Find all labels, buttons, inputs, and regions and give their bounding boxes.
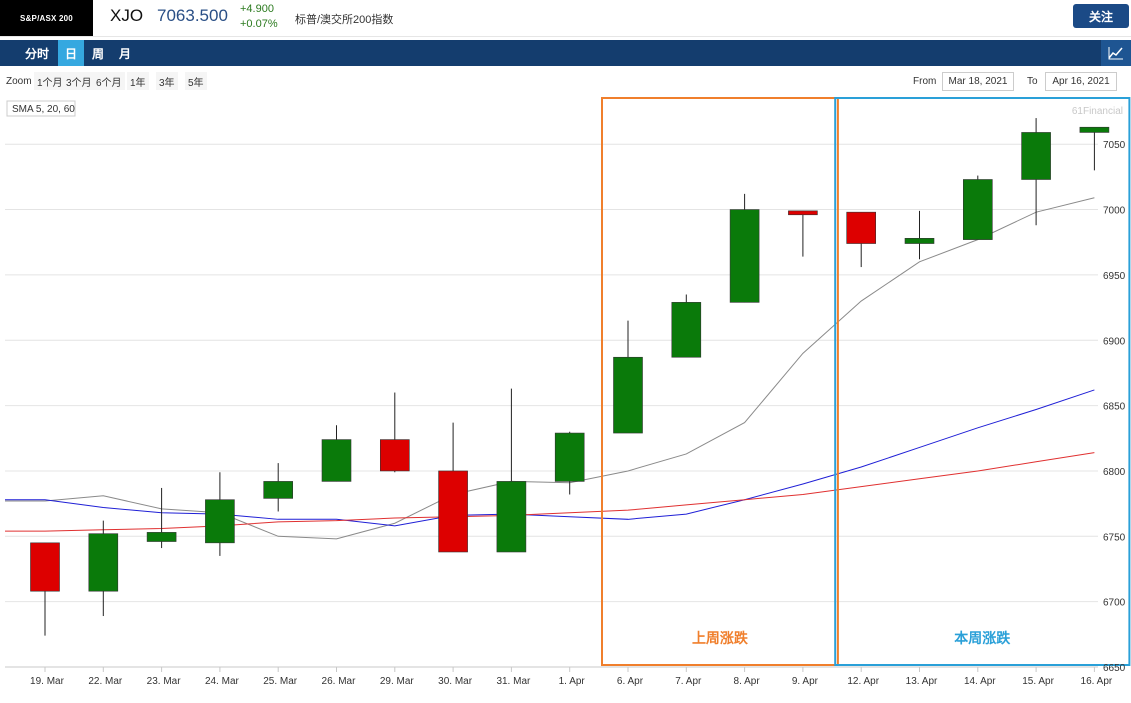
y-tick-label: 6800: [1103, 467, 1126, 478]
tab-weekly[interactable]: 周: [91, 46, 104, 61]
candle: [205, 472, 235, 556]
change-percent: +0.07%: [240, 18, 278, 30]
candle: [613, 320, 643, 434]
zoom-toolbar: Zoom 1个月 3个月 6个月 1年 3年 5年 From Mar 18, 2…: [0, 72, 1131, 92]
candle: [263, 463, 294, 512]
tab-monthly[interactable]: 月: [118, 46, 131, 61]
price-change: +4.900 +0.07%: [240, 2, 278, 32]
zoom-5y-button[interactable]: 5年: [185, 72, 207, 90]
legend-box: SMA 5, 20, 60: [6, 100, 76, 117]
zoom-1y-button[interactable]: 1年: [127, 72, 149, 90]
index-logo: S&P/ASX 200: [0, 0, 93, 36]
y-tick-label: 6950: [1103, 271, 1126, 282]
highlight-box: 上周涨跌: [601, 97, 839, 666]
candle: [496, 388, 527, 553]
gridlines: [5, 143, 1098, 668]
candle: [1021, 118, 1051, 226]
to-label: To: [1027, 76, 1038, 87]
x-tick-label: 23. Mar: [147, 676, 182, 687]
candle: [379, 392, 410, 473]
x-tick-label: 15. Apr: [1022, 676, 1054, 687]
zoom-3m-button[interactable]: 3个月: [63, 72, 95, 90]
index-name: 标普/澳交所200指数: [295, 14, 394, 26]
x-tick-label: 22. Mar: [88, 676, 123, 687]
candle: [88, 520, 119, 617]
y-tick-label: 6700: [1103, 598, 1126, 609]
candle: [671, 294, 702, 358]
from-label: From: [913, 76, 937, 87]
x-tick-label: 24. Mar: [205, 676, 240, 687]
zoom-1m-button[interactable]: 1个月: [34, 72, 66, 90]
x-tick-label: 31. Mar: [496, 676, 531, 687]
candles: [30, 118, 1110, 636]
follow-button[interactable]: 关注: [1073, 4, 1129, 28]
candle: [146, 487, 177, 549]
candle: [1079, 126, 1110, 171]
credit-label: 61Financial: [1072, 106, 1123, 117]
moving-average-lines: [5, 197, 1095, 540]
quote-header: S&P/ASX 200 XJO 7063.500 +4.900 +0.07% 标…: [0, 0, 1131, 37]
candle: [904, 210, 935, 260]
chart-line-icon: [1108, 47, 1123, 60]
candle: [788, 210, 818, 257]
x-tick-label: 14. Apr: [964, 676, 996, 687]
x-tick-label: 6. Apr: [617, 676, 644, 687]
candle: [438, 422, 468, 553]
candle: [554, 431, 585, 495]
zoom-6m-button[interactable]: 6个月: [93, 72, 125, 90]
chart-type-button[interactable]: [1101, 40, 1131, 66]
candle: [30, 542, 60, 636]
highlight-boxes: 上周涨跌 本周涨跌: [601, 97, 1131, 666]
highlight-label: 本周涨跌: [954, 630, 1011, 647]
tab-daily[interactable]: 日: [58, 40, 84, 66]
candlestick-chart: 上周涨跌 本周涨跌 6650 6700 6750 6800 6850 6900 6950 700…: [5, 97, 1131, 687]
y-tick-label: 7050: [1103, 140, 1126, 151]
x-tick-label: 26. Mar: [322, 676, 357, 687]
legend-label: SMA 5, 20, 60: [12, 104, 75, 115]
candle: [962, 175, 993, 240]
x-tick-label: 8. Apr: [734, 676, 761, 687]
x-tick-label: 16. Apr: [1081, 676, 1113, 687]
candle: [846, 211, 877, 268]
candle: [321, 425, 352, 482]
change-value: +4.900: [240, 3, 274, 15]
x-tick-label: 9. Apr: [792, 676, 819, 687]
tab-intraday[interactable]: 分时: [24, 46, 49, 61]
sma5-line: [5, 197, 1095, 540]
highlight-box: 本周涨跌: [834, 97, 1131, 666]
y-tick-label: 6850: [1103, 402, 1126, 413]
sma60-line: [5, 452, 1095, 532]
x-tick-label: 19. Mar: [30, 676, 65, 687]
x-axis: 19. Mar 22. Mar 23. Mar 24. Mar 25. Mar 26. M…: [5, 666, 1113, 687]
x-tick-label: 13. Apr: [906, 676, 938, 687]
zoom-3y-button[interactable]: 3年: [156, 72, 178, 90]
x-tick-label: 25. Mar: [263, 676, 298, 687]
from-date-input[interactable]: Mar 18, 2021: [942, 72, 1014, 91]
period-tabs: 分时 日 周 月: [0, 40, 1131, 66]
sma20-line: [5, 389, 1095, 527]
x-tick-label: 30. Mar: [438, 676, 473, 687]
x-tick-label: 12. Apr: [847, 676, 879, 687]
y-tick-label: 6650: [1103, 663, 1126, 674]
x-tick-label: 7. Apr: [675, 676, 702, 687]
x-tick-label: 29. Mar: [380, 676, 415, 687]
y-axis: 6650 6700 6750 6800 6850 6900 6950 7000 7050: [1103, 140, 1126, 674]
last-price: 7063.500: [157, 6, 228, 25]
y-tick-label: 7000: [1103, 206, 1126, 217]
to-date-input[interactable]: Apr 16, 2021: [1045, 72, 1117, 91]
zoom-label: Zoom: [6, 76, 32, 87]
ticker-symbol: XJO: [110, 6, 144, 25]
y-tick-label: 6750: [1103, 532, 1126, 543]
y-tick-label: 6900: [1103, 336, 1126, 347]
highlight-label: 上周涨跌: [692, 631, 749, 647]
candle: [729, 193, 760, 303]
x-tick-label: 1. Apr: [559, 676, 586, 687]
